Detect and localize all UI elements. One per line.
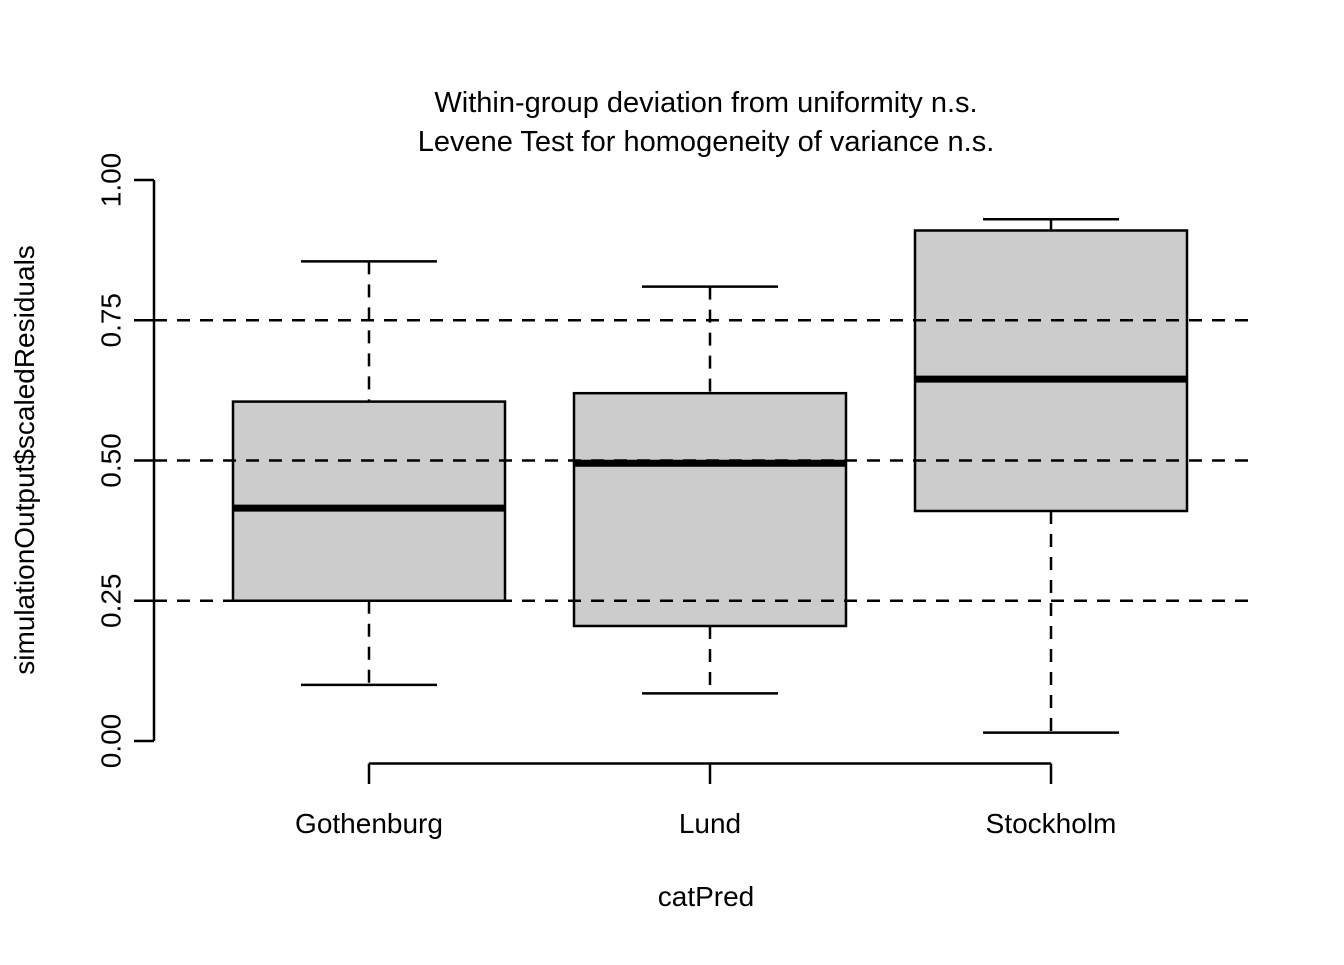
y-tick-label-1.00: 1.00 [96, 153, 127, 208]
iqr-box-gothenburg [231, 400, 507, 602]
y-tick-label-0.75: 0.75 [96, 293, 127, 348]
y-tick-label-0.50: 0.50 [96, 433, 127, 488]
category-label-gothenburg: Gothenburg [295, 808, 443, 839]
chart-title-line1: Within-group deviation from uniformity n… [434, 87, 977, 119]
y-tick-label-0.25: 0.25 [96, 574, 127, 629]
iqr-box-lund [572, 391, 848, 628]
iqr-box-stockholm [913, 229, 1189, 513]
category-label-stockholm: Stockholm [986, 808, 1117, 839]
y-axis-title: simulationOutput$scaledResiduals [9, 245, 40, 675]
x-axis-title: catPred [658, 881, 755, 912]
y-tick-label-0.00: 0.00 [96, 714, 127, 769]
chart-title-line2: Levene Test for homogeneity of variance … [418, 126, 995, 158]
category-label-lund: Lund [679, 808, 741, 839]
axes-layer: 0.00 0.25 0.50 0.75 1.00 Gothenburg Lund Stockh… [96, 153, 1117, 839]
boxes-layer [231, 218, 1189, 734]
